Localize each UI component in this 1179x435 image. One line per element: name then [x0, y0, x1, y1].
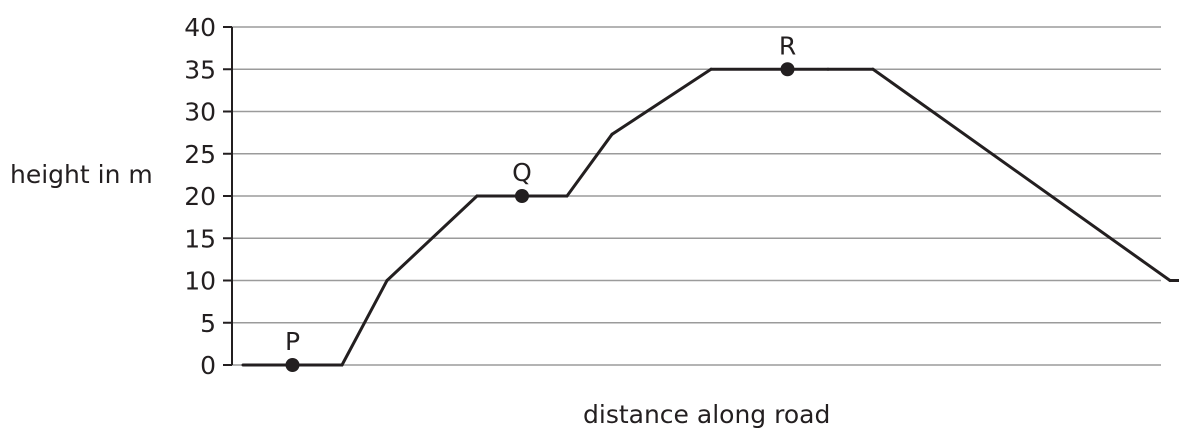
marked-points: PQRS: [285, 31, 796, 372]
gridlines: [232, 26, 1161, 366]
road-profile: [241, 67, 1179, 367]
point-R: [780, 62, 795, 77]
line-segment-0-1: [340, 279, 389, 367]
point-Q: [515, 189, 529, 203]
line-segment-0-8: [871, 67, 1172, 282]
line-segment-0-2: [385, 194, 479, 282]
y-tick-label-5: 5: [200, 309, 216, 338]
point-label-Q: Q: [512, 158, 532, 187]
y-tick-label-0: 0: [200, 351, 216, 380]
y-axis: [223, 26, 233, 366]
point-label-P: P: [285, 327, 300, 356]
y-tick-label-30: 30: [184, 98, 216, 127]
line-segment-0-5: [610, 67, 713, 136]
y-tick-labels: 0 5 10 15 20 25 30 35 40: [184, 13, 216, 380]
y-axis-label: height in m: [10, 160, 153, 189]
y-tick-label-40: 40: [184, 13, 216, 42]
point-P: [285, 358, 300, 372]
y-tick-label-15: 15: [184, 224, 216, 253]
y-tick-label-25: 25: [184, 140, 216, 169]
x-axis-label: distance along road: [583, 400, 831, 429]
y-tick-label-20: 20: [184, 182, 216, 211]
line-segment-0-4: [565, 132, 614, 198]
y-tick-label-35: 35: [184, 55, 216, 84]
y-tick-label-10: 10: [184, 267, 216, 296]
point-label-R: R: [779, 31, 796, 60]
